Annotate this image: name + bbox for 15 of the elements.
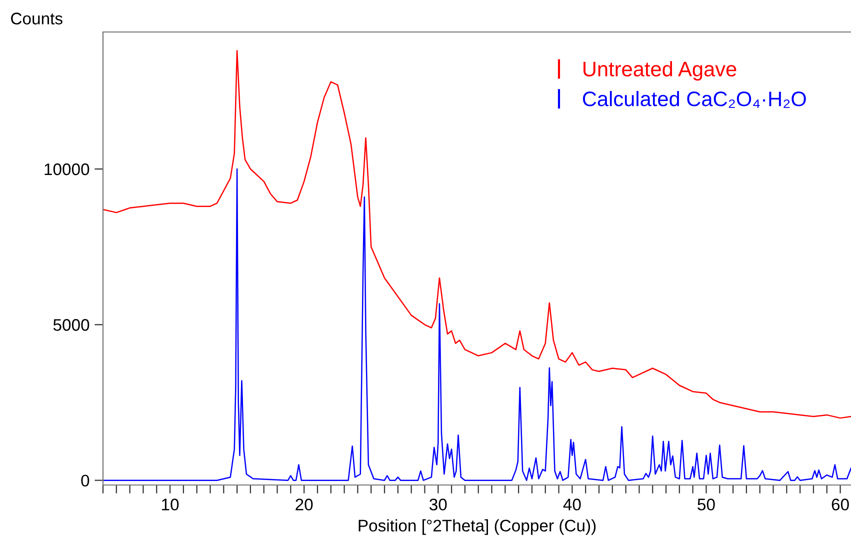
x-tick-label: 60 (832, 498, 849, 510)
x-tick-label: 20 (296, 498, 313, 510)
legend-label: Untreated Agave (584, 61, 736, 81)
x-tick-label: 40 (563, 498, 581, 510)
legend-label: Calculated CaC₂O₄·H₂O (582, 91, 806, 108)
line-series (103, 168, 851, 481)
x-tick-label: 10 (162, 498, 179, 510)
y-tick-label: 0 (81, 474, 90, 487)
y-tick-label: 5000 (53, 319, 90, 331)
x-tick-label: 30 (429, 498, 447, 510)
y-tick-label: 10000 (44, 163, 90, 176)
y-axis-title: Counts (11, 12, 62, 24)
x-tick-label: 50 (698, 498, 715, 510)
line-series (103, 50, 851, 419)
x-axis-title: Position [°2Theta] (Copper (Cu)) (358, 519, 596, 535)
